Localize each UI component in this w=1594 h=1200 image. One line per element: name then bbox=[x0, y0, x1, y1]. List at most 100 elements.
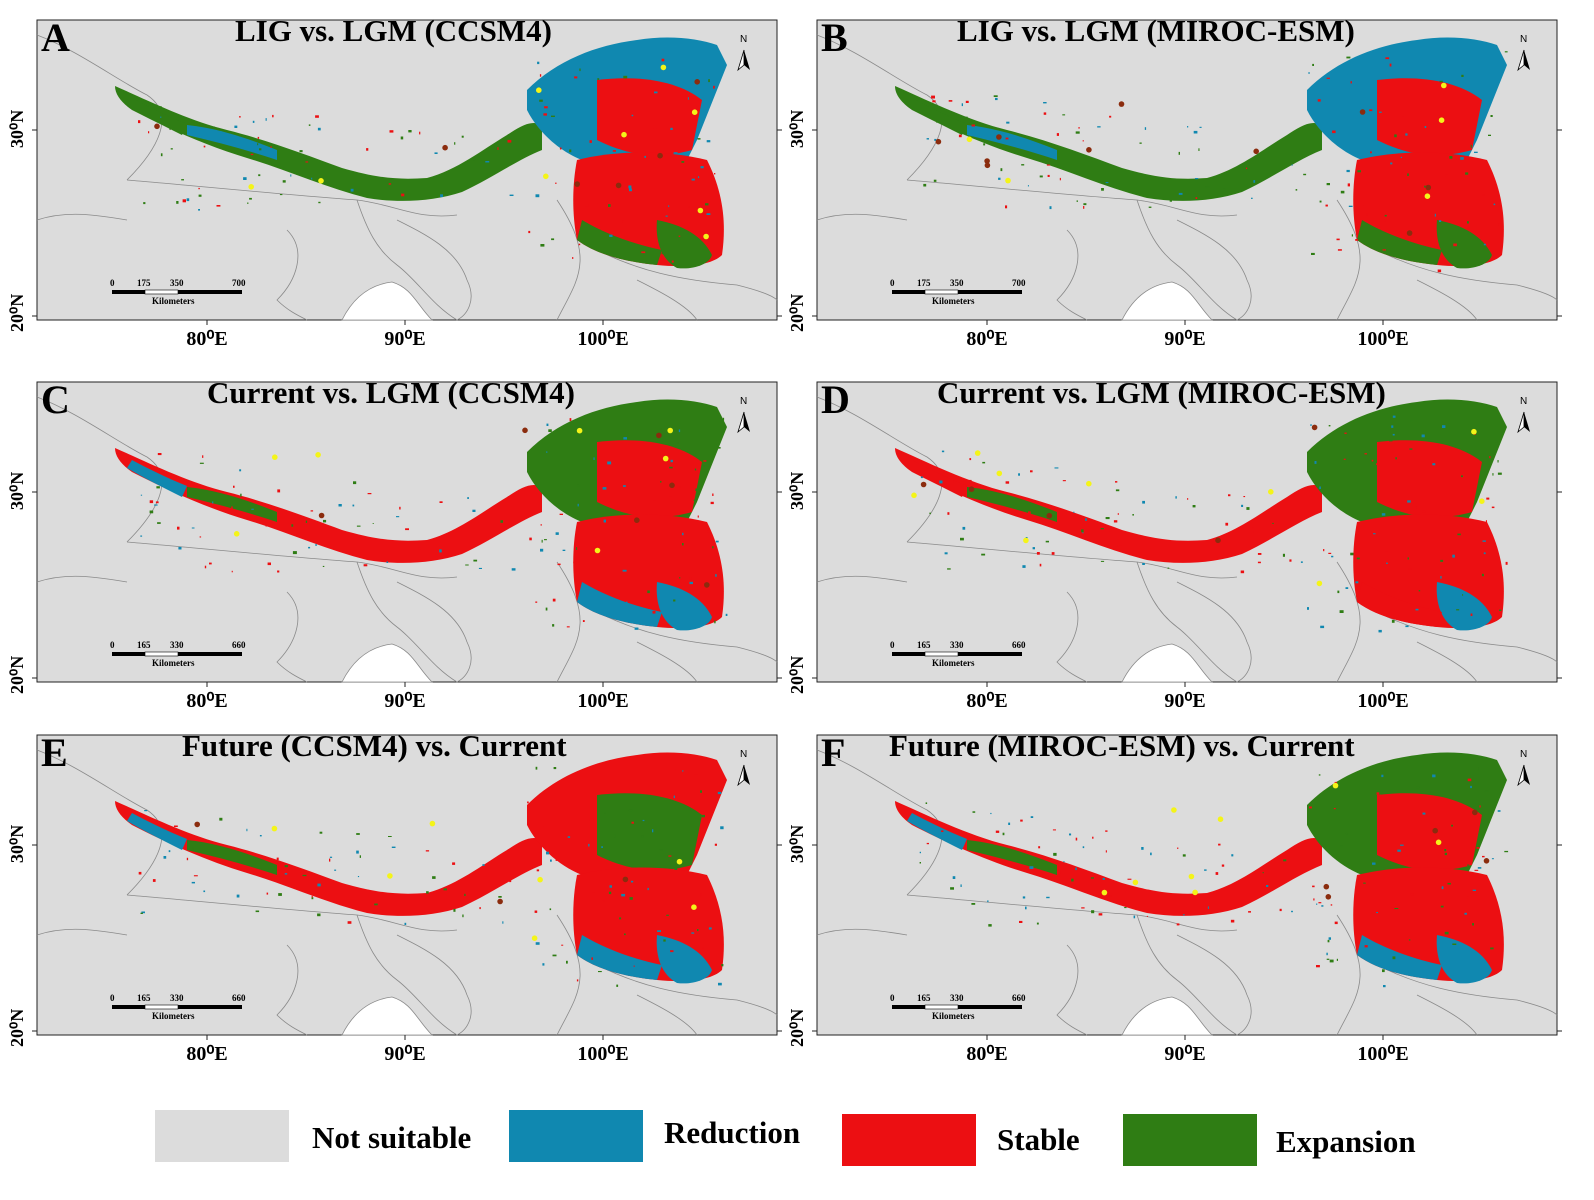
texture-speck bbox=[1318, 774, 1321, 776]
texture-speck bbox=[1204, 869, 1207, 871]
northeast-core bbox=[597, 793, 702, 871]
texture-speck bbox=[1053, 852, 1057, 856]
texture-speck bbox=[1467, 221, 1469, 224]
texture-speck bbox=[1125, 890, 1127, 893]
belt-patch bbox=[967, 125, 1057, 160]
texture-speck bbox=[929, 512, 931, 515]
texture-speck bbox=[1477, 546, 1480, 550]
sample-point-brown bbox=[704, 582, 710, 588]
texture-speck bbox=[969, 479, 972, 483]
texture-speck bbox=[144, 810, 148, 812]
texture-speck bbox=[1253, 180, 1256, 183]
texture-speck bbox=[925, 802, 928, 804]
texture-speck bbox=[284, 873, 288, 875]
texture-speck bbox=[279, 194, 283, 196]
lon-label: 80⁰E bbox=[966, 690, 1008, 712]
texture-speck bbox=[608, 891, 612, 895]
texture-speck bbox=[988, 924, 992, 927]
texture-speck bbox=[1356, 557, 1360, 560]
texture-speck bbox=[290, 174, 292, 177]
scale-segment bbox=[144, 651, 179, 657]
scale-tick-label: 165 bbox=[917, 993, 931, 1003]
texture-speck bbox=[1132, 514, 1134, 516]
north-arrow-left bbox=[744, 412, 750, 432]
texture-speck bbox=[1382, 969, 1385, 973]
scale-segment bbox=[958, 652, 1022, 656]
texture-speck bbox=[169, 128, 171, 130]
texture-speck bbox=[1295, 189, 1298, 191]
texture-speck bbox=[536, 869, 540, 872]
scale-segment bbox=[112, 290, 145, 294]
texture-speck bbox=[199, 462, 204, 464]
texture-speck bbox=[698, 609, 702, 611]
belt-west-patch bbox=[127, 813, 187, 850]
sample-points bbox=[911, 424, 1485, 587]
texture-speck bbox=[1378, 629, 1382, 633]
texture-speck bbox=[678, 235, 681, 237]
texture-speck bbox=[528, 230, 531, 234]
texture-speck bbox=[711, 88, 714, 91]
scale-tick-label: 0 bbox=[110, 278, 115, 288]
texture-speck bbox=[258, 174, 261, 177]
texture-speck bbox=[605, 71, 608, 72]
texture-speck bbox=[585, 204, 589, 207]
texture-speck bbox=[682, 543, 684, 546]
texture-speck bbox=[1484, 790, 1489, 792]
texture-speck bbox=[965, 100, 969, 103]
texture-speck bbox=[1108, 895, 1112, 897]
texture-speck bbox=[718, 982, 722, 986]
texture-speck bbox=[374, 903, 378, 906]
texture-speck bbox=[154, 504, 158, 506]
boundary-line bbox=[276, 591, 308, 683]
texture-speck bbox=[1400, 844, 1404, 846]
texture-speck bbox=[539, 74, 542, 77]
texture-speck bbox=[1483, 552, 1486, 555]
texture-speckles bbox=[138, 417, 728, 630]
texture-speck bbox=[399, 506, 401, 510]
texture-speck bbox=[363, 564, 368, 567]
sample-point-yellow bbox=[1441, 82, 1447, 89]
texture-speck bbox=[497, 147, 499, 150]
texture-speck bbox=[725, 613, 728, 616]
boundary-line bbox=[1056, 591, 1088, 683]
texture-speck bbox=[1497, 810, 1501, 812]
boundary-line bbox=[816, 34, 943, 181]
texture-speck bbox=[1313, 898, 1315, 901]
texture-speck bbox=[1345, 832, 1348, 835]
texture-speck bbox=[315, 115, 319, 118]
boundary-line bbox=[356, 561, 458, 683]
texture-speck bbox=[1175, 496, 1177, 499]
texture-speck bbox=[1379, 111, 1382, 113]
texture-speck bbox=[609, 234, 613, 237]
texture-speck bbox=[1326, 183, 1330, 186]
texture-speck bbox=[213, 126, 215, 129]
texture-speck bbox=[1071, 878, 1074, 882]
texture-speck bbox=[965, 116, 968, 119]
texture-speck bbox=[250, 153, 254, 156]
scale-unit-label: Kilometers bbox=[932, 296, 975, 306]
sample-point-yellow bbox=[660, 64, 667, 71]
texture-speck bbox=[282, 873, 286, 876]
texture-speck bbox=[720, 826, 724, 830]
texture-speck bbox=[1405, 133, 1408, 136]
texture-speck bbox=[923, 183, 927, 187]
texture-speck bbox=[1101, 188, 1104, 191]
legend-label-stable: Stable bbox=[997, 1122, 1080, 1157]
texture-speck bbox=[698, 176, 700, 178]
texture-speck bbox=[1347, 74, 1349, 77]
texture-speck bbox=[1193, 130, 1198, 134]
texture-speck bbox=[644, 155, 646, 158]
map-panel-a: A LIG vs. LGM (CCSM4) N 0 175 350 700 Kilometer… bbox=[7, 14, 782, 370]
texture-speck bbox=[1407, 557, 1409, 560]
texture-speck bbox=[580, 142, 584, 145]
texture-speck bbox=[544, 539, 547, 541]
texture-speck bbox=[1337, 249, 1342, 251]
texture-speck bbox=[1320, 625, 1325, 629]
scale-tick-label: 165 bbox=[917, 640, 931, 650]
texture-speck bbox=[1115, 489, 1120, 492]
texture-speck bbox=[282, 180, 286, 183]
sample-point-yellow bbox=[576, 427, 583, 434]
texture-speck bbox=[1453, 243, 1457, 247]
boundary-line bbox=[1176, 581, 1252, 683]
boundary-line bbox=[396, 581, 472, 683]
